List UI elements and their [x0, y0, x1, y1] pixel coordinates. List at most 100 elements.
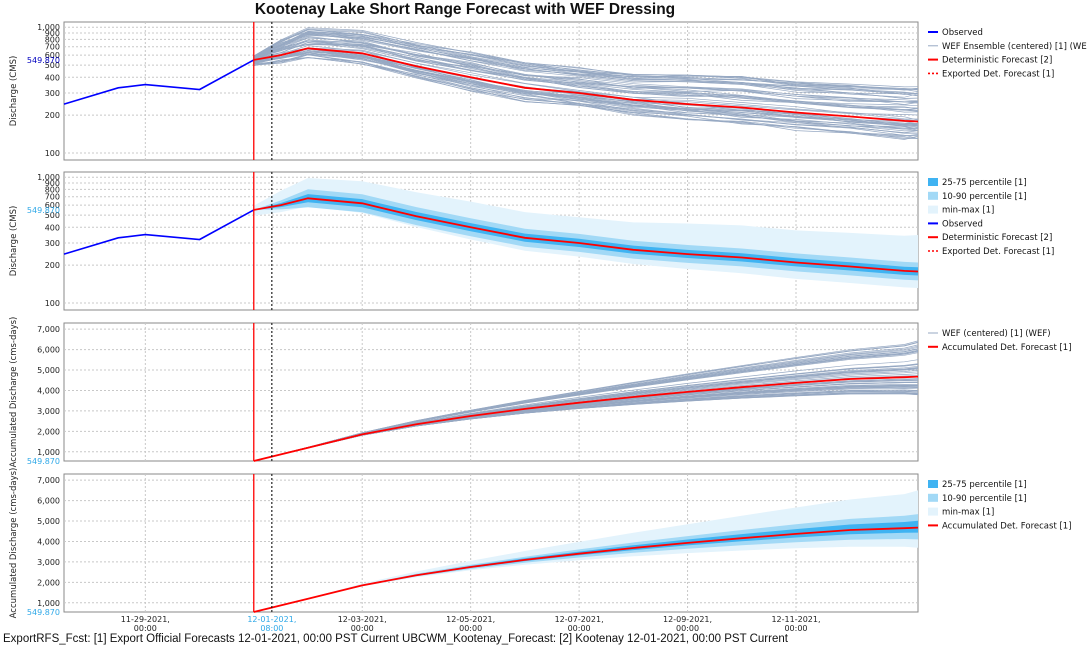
- y-tick-label: 1,000: [37, 173, 60, 182]
- y-tick-label: 200: [45, 111, 60, 120]
- panel-4: 7,000 6,000 5,000 4,000 3,000 2,000 1,000549.8…: [9, 468, 1072, 619]
- y-tick-label: 4,000: [37, 386, 60, 395]
- legend-label: Observed: [942, 28, 983, 38]
- y-tick-label: 200: [45, 261, 60, 270]
- x-tick-time: 08:00: [260, 624, 283, 632]
- legend-label: Deterministic Forecast [2]: [942, 233, 1052, 243]
- band-25-75: [253, 194, 919, 276]
- x-tick-date: 12-09-2021,: [663, 615, 712, 624]
- y-tick-label: 500: [45, 61, 60, 70]
- marker-value-label: 549.870: [27, 608, 60, 617]
- y-tick-label: 1,000: [37, 448, 60, 457]
- ensemble-trace: [253, 39, 919, 107]
- x-tick-time: 00:00: [134, 624, 157, 632]
- y-tick-label: 300: [45, 89, 60, 98]
- legend-label: 25-75 percentile [1]: [942, 178, 1027, 188]
- x-tick-time: 00:00: [784, 624, 807, 632]
- ensemble-trace: [253, 37, 919, 103]
- x-tick-time: 00:00: [351, 624, 374, 632]
- legend-label: 25-75 percentile [1]: [942, 480, 1027, 490]
- y-tick-label: 5,000: [37, 366, 60, 375]
- legend-label: WEF Ensemble (centered) [1] (WEF): [942, 42, 1087, 52]
- y-tick-label: 400: [45, 223, 60, 232]
- y-tick-label: 600: [45, 51, 60, 60]
- deterministic-series: [253, 47, 919, 123]
- observed-series: [63, 209, 255, 255]
- legend-swatch: [928, 205, 938, 214]
- x-tick-date: 12-11-2021,: [771, 615, 820, 624]
- legend-label: WEF (centered) [1] (WEF): [942, 329, 1051, 339]
- plot-area: [63, 21, 919, 161]
- x-tick-time: 00:00: [676, 624, 699, 632]
- y-axis-label: Accumulated Discharge (cms-days): [9, 317, 19, 468]
- y-tick-label: 5,000: [37, 517, 60, 526]
- x-tick-date: 12-05-2021,: [446, 615, 495, 624]
- ensemble-trace: [253, 350, 919, 462]
- y-tick-label: 800: [45, 35, 60, 44]
- ensemble-trace: [253, 36, 919, 102]
- y-tick-label: 6,000: [37, 497, 60, 506]
- ensemble-trace: [253, 43, 919, 113]
- y-tick-label: 600: [45, 201, 60, 210]
- accumulated-det-series: [253, 375, 919, 462]
- legend-label: Exported Det. Forecast [1]: [942, 69, 1054, 79]
- ensemble-trace: [253, 51, 919, 130]
- x-tick-date: 12-07-2021,: [555, 615, 604, 624]
- y-tick-label: 1,000: [37, 23, 60, 32]
- y-tick-label: 1,000: [37, 599, 60, 608]
- deterministic-series: [253, 197, 919, 273]
- x-tick-date: 11-29-2021,: [121, 615, 170, 624]
- y-tick-label: 6,000: [37, 346, 60, 355]
- ensemble-trace: [253, 54, 918, 134]
- legend-swatch: [928, 480, 938, 488]
- legend-label: Accumulated Det. Forecast [1]: [942, 521, 1072, 531]
- y-tick-label: 800: [45, 185, 60, 194]
- legend-swatch: [928, 191, 938, 200]
- legend-label: 10-90 percentile [1]: [942, 494, 1027, 504]
- x-tick-date: 12-01-2021,: [247, 615, 296, 624]
- legend-swatch: [928, 507, 938, 516]
- x-axis: 11-29-2021,00:0012-01-2021,08:0012-03-20…: [121, 615, 821, 632]
- y-axis-label: Discharge (CMS): [9, 206, 19, 277]
- ensemble-trace: [253, 392, 919, 462]
- legend-swatch: [928, 493, 938, 502]
- y-tick-label: 3,000: [37, 558, 60, 567]
- ensemble-trace: [253, 52, 919, 128]
- panel-3: 7,000 6,000 5,000 4,000 3,000 2,000 1,000549.8…: [9, 317, 1072, 468]
- ensemble-trace: [253, 35, 919, 97]
- x-tick-time: 00:00: [459, 624, 482, 632]
- y-tick-label: 4,000: [37, 537, 60, 546]
- y-axis-label: Accumulated Discharge (cms-days): [9, 468, 19, 619]
- marker-value-label: 549.870: [27, 56, 60, 65]
- legend-label: min-max [1]: [942, 508, 994, 518]
- legend-label: Observed: [942, 219, 983, 229]
- ensemble-trace: [253, 50, 919, 130]
- footer-status: ExportRFS_Fcst: [1] Export Official Fore…: [3, 633, 788, 645]
- accumulated-det-series: [253, 526, 919, 613]
- ensemble-trace: [253, 40, 919, 103]
- legend-label: 10-90 percentile [1]: [942, 192, 1027, 202]
- chart-title: Kootenay Lake Short Range Forecast with …: [254, 1, 676, 18]
- marker-value-label: 549.870: [27, 206, 60, 215]
- ensemble-trace: [253, 45, 919, 116]
- ensemble-trace: [253, 28, 919, 91]
- ensemble-trace: [253, 53, 919, 139]
- y-tick-label: 900: [45, 29, 60, 38]
- y-tick-label: 100: [45, 299, 60, 308]
- y-tick-label: 2,000: [37, 578, 60, 587]
- ensemble-trace: [253, 31, 919, 91]
- y-tick-label: 700: [45, 43, 60, 52]
- y-tick-label: 300: [45, 239, 60, 248]
- y-tick-label: 7,000: [37, 476, 60, 485]
- chart-canvas: 1,000900800700600500400300200100549.870D…: [9, 21, 1087, 632]
- y-tick-label: 900: [45, 179, 60, 188]
- y-tick-label: 2,000: [37, 427, 60, 436]
- y-tick-label: 500: [45, 211, 60, 220]
- y-tick-label: 3,000: [37, 407, 60, 416]
- y-tick-label: 400: [45, 73, 60, 82]
- ensemble-trace: [253, 31, 919, 98]
- y-tick-label: 700: [45, 193, 60, 202]
- legend-label: min-max [1]: [942, 206, 994, 216]
